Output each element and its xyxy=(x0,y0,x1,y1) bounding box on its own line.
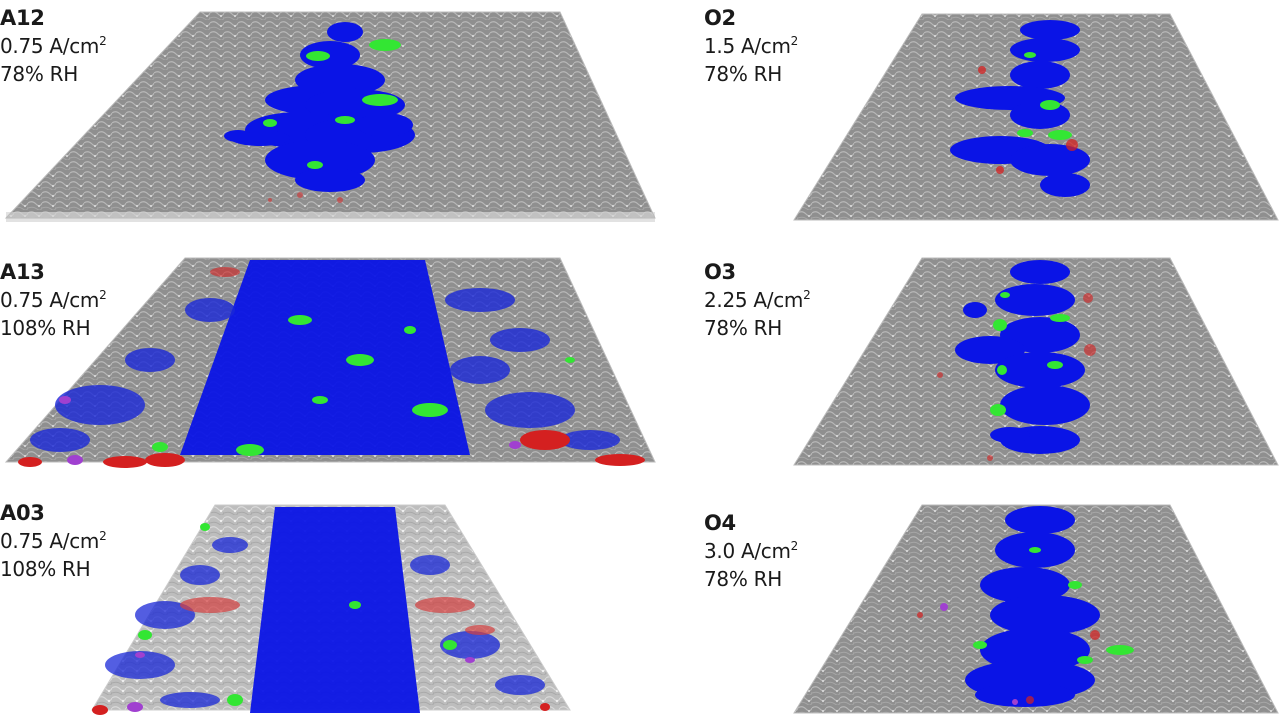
panel-label: O3 2.25 A/cm2 78% RH xyxy=(704,258,811,342)
gdl-render-o4 xyxy=(793,504,1279,714)
panel-label: O4 3.0 A/cm2 78% RH xyxy=(704,509,798,593)
gdl-render-a03 xyxy=(91,504,571,715)
panel-a03: A03 0.75 A/cm2 108% RH xyxy=(0,495,660,726)
current-density: 1.5 A/cm2 xyxy=(704,34,799,58)
current-density: 0.75 A/cm2 xyxy=(0,34,107,58)
humidity: 108% RH xyxy=(0,557,91,581)
current-density: 0.75 A/cm2 xyxy=(0,529,107,553)
panel-id: O4 xyxy=(704,511,736,535)
humidity: 78% RH xyxy=(0,62,78,86)
panel-id: A13 xyxy=(0,260,45,284)
humidity: 78% RH xyxy=(704,316,782,340)
gdl-render-o2 xyxy=(793,13,1279,221)
panel-a13: A13 0.75 A/cm2 108% RH xyxy=(0,250,660,475)
humidity: 78% RH xyxy=(704,567,782,591)
panel-id: A03 xyxy=(0,501,45,525)
panel-label: A03 0.75 A/cm2 108% RH xyxy=(0,499,107,583)
panel-label: A12 0.75 A/cm2 78% RH xyxy=(0,4,107,88)
panel-id: O2 xyxy=(704,6,736,30)
current-density: 0.75 A/cm2 xyxy=(0,288,107,312)
humidity: 78% RH xyxy=(704,62,782,86)
panel-label: O2 1.5 A/cm2 78% RH xyxy=(704,4,798,88)
panel-o4: O4 3.0 A/cm2 78% RH xyxy=(700,495,1280,726)
panel-id: A12 xyxy=(0,6,45,30)
panel-o3: O3 2.25 A/cm2 78% RH xyxy=(700,250,1280,475)
panel-label: A13 0.75 A/cm2 108% RH xyxy=(0,258,107,342)
humidity: 108% RH xyxy=(0,316,91,340)
gdl-render-a13 xyxy=(4,257,656,468)
panel-a12: A12 0.75 A/cm2 78% RH xyxy=(0,0,660,235)
gdl-render-a12 xyxy=(4,11,656,222)
gdl-render-o3 xyxy=(793,257,1279,466)
current-density: 3.0 A/cm2 xyxy=(704,539,799,563)
panel-o2: O2 1.5 A/cm2 78% RH xyxy=(700,0,1280,235)
current-density: 2.25 A/cm2 xyxy=(704,288,811,312)
panel-id: O3 xyxy=(704,260,736,284)
